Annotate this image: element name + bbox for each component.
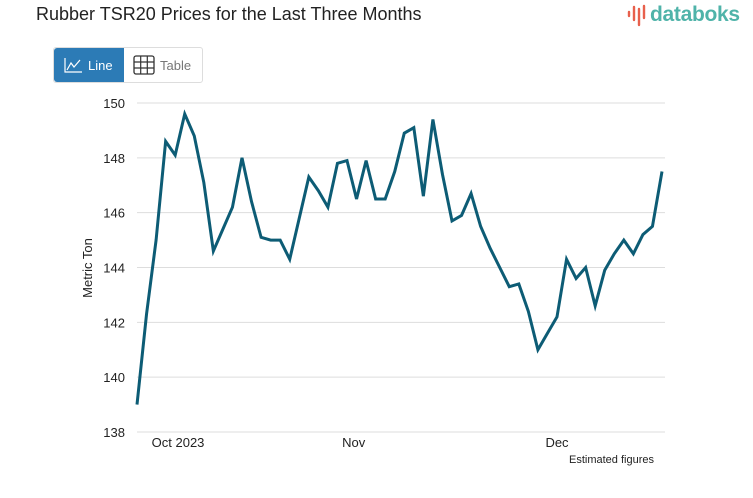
data-point[interactable]: [400, 129, 408, 137]
data-point[interactable]: [458, 211, 466, 219]
data-point[interactable]: [419, 192, 427, 200]
data-point[interactable]: [524, 307, 532, 315]
y-tick-label: 146: [103, 206, 125, 221]
data-point[interactable]: [477, 222, 485, 230]
data-point[interactable]: [658, 168, 666, 176]
data-point[interactable]: [190, 132, 198, 140]
estimated-figures-note: Estimated figures: [569, 454, 654, 466]
data-point[interactable]: [543, 329, 551, 337]
chart-title: Rubber TSR20 Prices for the Last Three M…: [36, 4, 422, 24]
y-tick-label: 144: [103, 261, 125, 276]
data-point[interactable]: [152, 236, 160, 244]
data-point[interactable]: [219, 225, 227, 233]
data-point[interactable]: [333, 159, 341, 167]
data-point[interactable]: [620, 236, 628, 244]
data-point[interactable]: [553, 313, 561, 321]
data-point[interactable]: [601, 266, 609, 274]
data-point[interactable]: [610, 250, 618, 258]
data-point[interactable]: [200, 179, 208, 187]
data-point[interactable]: [438, 170, 446, 178]
data-point[interactable]: [143, 310, 151, 318]
x-tick-label: Oct 2023: [152, 435, 205, 450]
y-tick-label: 148: [103, 151, 125, 166]
data-point[interactable]: [639, 231, 647, 239]
y-tick-label: 150: [103, 96, 125, 111]
x-tick-label: Nov: [342, 435, 366, 450]
data-point[interactable]: [372, 195, 380, 203]
view-toggle: Line Table: [53, 47, 203, 83]
line-chart-icon: [64, 58, 82, 73]
line-view-button[interactable]: Line: [54, 48, 124, 82]
data-point[interactable]: [629, 250, 637, 258]
data-point[interactable]: [591, 302, 599, 310]
data-point[interactable]: [429, 115, 437, 123]
data-point[interactable]: [324, 203, 332, 211]
data-point[interactable]: [162, 137, 170, 145]
data-point[interactable]: [133, 401, 141, 409]
line-label: Line: [88, 57, 113, 73]
data-point[interactable]: [343, 157, 351, 165]
data-point[interactable]: [228, 203, 236, 211]
y-axis-label: Metric Ton: [80, 238, 95, 298]
data-point[interactable]: [410, 124, 418, 132]
data-point[interactable]: [496, 264, 504, 272]
data-point[interactable]: [648, 222, 656, 230]
y-tick-label: 142: [103, 315, 125, 330]
data-point[interactable]: [286, 255, 294, 263]
data-point[interactable]: [305, 173, 313, 181]
x-tick-label: Dec: [545, 435, 569, 450]
y-tick-label: 138: [103, 425, 125, 440]
data-point[interactable]: [572, 274, 580, 282]
y-tick-label: 140: [103, 370, 125, 385]
series-line: [135, 109, 664, 405]
data-point[interactable]: [505, 283, 513, 291]
data-point[interactable]: [563, 255, 571, 263]
data-point[interactable]: [534, 346, 542, 354]
data-point[interactable]: [381, 195, 389, 203]
data-point[interactable]: [257, 233, 265, 241]
data-point[interactable]: [515, 280, 523, 288]
data-point[interactable]: [267, 236, 275, 244]
data-point[interactable]: [171, 151, 179, 159]
data-point[interactable]: [467, 189, 475, 197]
logo-text: databoks: [650, 3, 740, 26]
table-grid-icon: [133, 55, 155, 75]
data-point[interactable]: [209, 247, 217, 255]
data-point[interactable]: [238, 154, 246, 162]
data-point[interactable]: [448, 217, 456, 225]
databoks-logo: databoks: [626, 3, 740, 27]
logo-bars-icon: [627, 4, 646, 27]
data-point[interactable]: [295, 214, 303, 222]
data-point[interactable]: [391, 168, 399, 176]
data-point[interactable]: [582, 264, 590, 272]
table-view-button[interactable]: Table: [124, 48, 200, 82]
data-point[interactable]: [248, 198, 256, 206]
data-point[interactable]: [353, 195, 361, 203]
data-point[interactable]: [486, 244, 494, 252]
table-label: Table: [160, 57, 192, 73]
data-point[interactable]: [181, 110, 189, 118]
data-point[interactable]: [314, 187, 322, 195]
data-point[interactable]: [276, 236, 284, 244]
data-point[interactable]: [362, 157, 370, 165]
